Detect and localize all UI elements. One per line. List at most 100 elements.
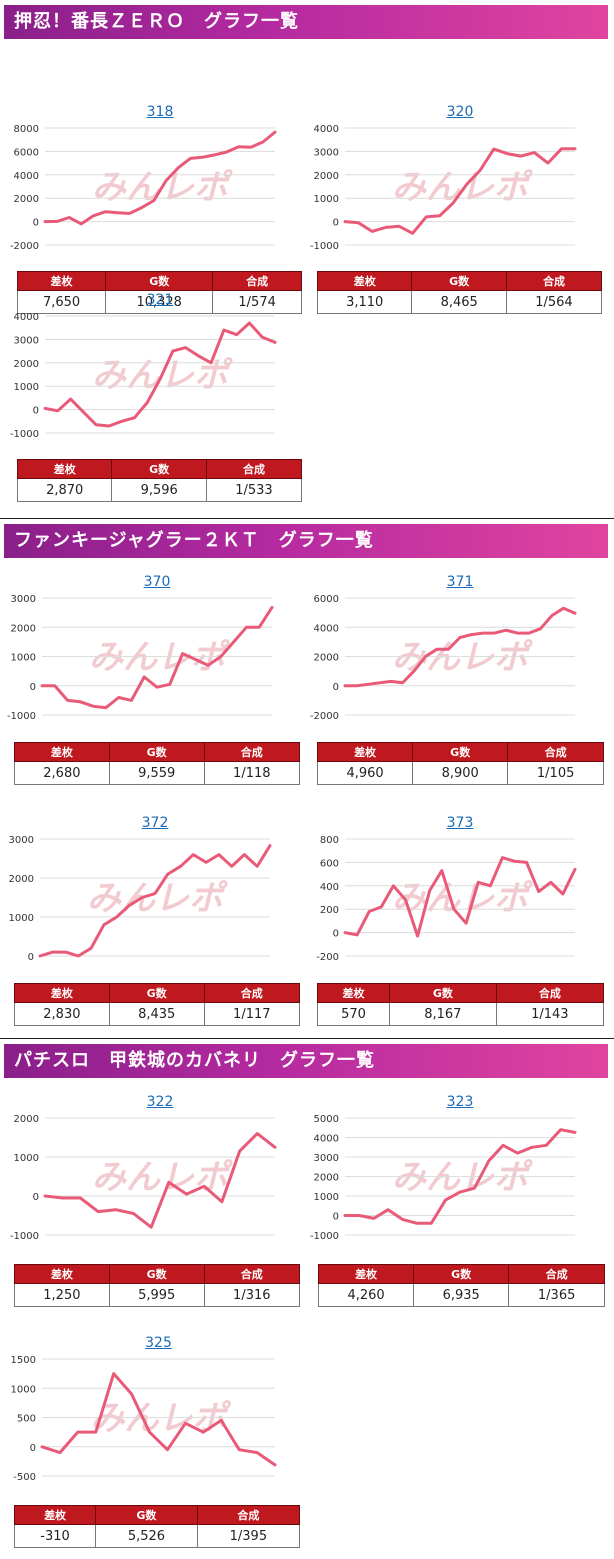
combined-header: 合成 bbox=[508, 1264, 605, 1284]
games-header: G数 bbox=[108, 983, 205, 1003]
graph-number-link[interactable]: 370 bbox=[143, 574, 171, 590]
y-tick-label: 1000 bbox=[9, 913, 34, 924]
graph-number-link[interactable]: 320 bbox=[446, 104, 474, 120]
diff-value: 2,870 bbox=[16, 478, 113, 502]
combined-header: 合成 bbox=[203, 1264, 301, 1284]
games-value: 5,995 bbox=[108, 1283, 205, 1307]
watermark-logo: みんレポ bbox=[87, 879, 228, 919]
y-tick-label: 600 bbox=[320, 858, 339, 869]
y-tick-label: 2000 bbox=[11, 623, 36, 634]
y-tick-label: 6000 bbox=[314, 594, 339, 605]
watermark-logo: みんレポ bbox=[392, 168, 533, 208]
diff-value: -310 bbox=[13, 1524, 97, 1548]
diff-header: 差枚 bbox=[16, 459, 113, 479]
diff-value: 1,250 bbox=[14, 1283, 110, 1307]
stats-table: 差枚 G数 合成 1,250 5,995 1/316 bbox=[14, 1264, 301, 1307]
series-line bbox=[43, 1132, 277, 1229]
graph-card-322: 322 みんレポ 2000 1000 0 -1000 差枚 G数 合成 1,250 5,995 1/3… bbox=[0, 1092, 301, 1312]
combined-header: 合成 bbox=[196, 1505, 301, 1525]
combined-value: 1/316 bbox=[203, 1283, 301, 1307]
y-tick-label: 6000 bbox=[14, 147, 39, 158]
y-tick-label: -1000 bbox=[310, 241, 339, 252]
y-tick-label: -200 bbox=[316, 952, 339, 963]
y-tick-label: 1000 bbox=[14, 1153, 39, 1164]
combined-header: 合成 bbox=[212, 271, 302, 291]
combined-value: 1/365 bbox=[508, 1283, 605, 1307]
graph-number-link[interactable]: 373 bbox=[446, 815, 474, 831]
y-tick-label: 2000 bbox=[314, 171, 339, 182]
y-tick-label: -1000 bbox=[310, 1231, 339, 1242]
combined-value: 1/533 bbox=[205, 478, 303, 502]
section-divider bbox=[0, 518, 614, 519]
y-tick-label: 3000 bbox=[14, 335, 39, 346]
diff-value: 2,680 bbox=[14, 761, 110, 785]
line-chart: みんレポ 1500 1000 500 0 -500 bbox=[11, 1355, 277, 1483]
graph-card-320: 320 みんレポ 4000 3000 2000 1000 0 -1000 差枚 G数 合成 3,110… bbox=[300, 50, 614, 314]
series-line bbox=[343, 147, 577, 235]
graph-card-325: 325 みんレポ 1500 1000 500 0 -500 差枚 G数 合成 -310 5,526 1/… bbox=[0, 1333, 301, 1553]
graph-number-link[interactable]: 372 bbox=[141, 815, 169, 831]
y-tick-label: -1000 bbox=[10, 429, 39, 440]
line-chart: みんレポ 3000 2000 1000 0 bbox=[9, 835, 272, 963]
y-tick-label: 0 bbox=[33, 218, 39, 229]
series-line bbox=[343, 606, 577, 688]
y-tick-label: -1000 bbox=[10, 1231, 39, 1242]
games-header: G数 bbox=[108, 742, 205, 762]
line-chart: みんレポ 800 600 400 200 0 -200 bbox=[316, 835, 577, 963]
section-title-kabaneri: パチスロ 甲鉄城のカバネリ グラフ一覧 bbox=[4, 1044, 608, 1078]
stats-table: 差枚 G数 合成 4,260 6,935 1/365 bbox=[317, 1264, 605, 1307]
y-tick-label: -2000 bbox=[310, 711, 339, 722]
diff-header: 差枚 bbox=[14, 1264, 110, 1284]
graph-card-371: 371 みんレポ 6000 4000 2000 0 -2000 差枚 G数 合成 4,960 8,90… bbox=[300, 570, 614, 790]
graph-number-link[interactable]: 325 bbox=[145, 1335, 172, 1351]
games-header: G数 bbox=[111, 459, 207, 479]
games-value: 8,465 bbox=[411, 290, 507, 314]
y-tick-label: 0 bbox=[30, 682, 36, 693]
section-divider bbox=[0, 1038, 614, 1039]
series-line bbox=[38, 844, 272, 958]
y-tick-label: 2000 bbox=[9, 874, 34, 885]
graph-number-link[interactable]: 371 bbox=[446, 574, 474, 590]
stats-table: 差枚 G数 合成 -310 5,526 1/395 bbox=[13, 1505, 301, 1548]
combined-value: 1/143 bbox=[495, 1002, 605, 1026]
games-header: G数 bbox=[411, 271, 507, 291]
graph-card-372: 372 みんレポ 3000 2000 1000 0 差枚 G数 合成 2,830 8,435 1/11… bbox=[0, 811, 301, 1031]
diff-header: 差枚 bbox=[14, 742, 110, 762]
combined-value: 1/105 bbox=[507, 761, 604, 785]
watermark-logo: みんレポ bbox=[392, 879, 533, 919]
y-tick-label: 3000 bbox=[11, 594, 36, 605]
combined-value: 1/118 bbox=[203, 761, 301, 785]
y-tick-label: 2000 bbox=[14, 1114, 39, 1125]
series-line bbox=[40, 1372, 277, 1467]
combined-header: 合成 bbox=[203, 742, 301, 762]
combined-value: 1/574 bbox=[212, 290, 302, 314]
y-tick-label: -500 bbox=[13, 1472, 36, 1483]
graph-number-link[interactable]: 321 bbox=[146, 292, 174, 308]
games-value: 6,935 bbox=[413, 1283, 510, 1307]
graph-number-link[interactable]: 318 bbox=[146, 104, 174, 120]
y-tick-label: 2000 bbox=[14, 359, 39, 370]
y-tick-label: 0 bbox=[33, 406, 39, 417]
stats-table: 差枚 G数 合成 7,650 10,328 1/574 bbox=[16, 271, 302, 314]
watermark-logo: みんレポ bbox=[91, 1399, 232, 1439]
graph-number-link[interactable]: 323 bbox=[446, 1094, 474, 1110]
watermark-logo: みんレポ bbox=[89, 638, 230, 678]
y-tick-label: 0 bbox=[333, 682, 339, 693]
games-header: G数 bbox=[412, 742, 509, 762]
diff-header: 差枚 bbox=[316, 742, 414, 762]
stats-table: 差枚 G数 合成 3,110 8,465 1/564 bbox=[316, 271, 603, 314]
diff-value: 570 bbox=[316, 1002, 391, 1026]
stats-table: 差枚 G数 合成 2,870 9,596 1/533 bbox=[16, 459, 303, 502]
combined-header: 合成 bbox=[205, 459, 303, 479]
graph-number-link[interactable]: 322 bbox=[146, 1094, 174, 1110]
y-tick-label: 0 bbox=[333, 218, 339, 229]
games-header: G数 bbox=[389, 983, 497, 1003]
section-title-funky-juggler: ファンキージャグラー２ＫＴ グラフ一覧 bbox=[4, 524, 608, 558]
y-tick-label: 200 bbox=[320, 905, 339, 916]
stats-table: 差枚 G数 合成 4,960 8,900 1/105 bbox=[316, 742, 604, 785]
line-chart: みんレポ 4000 3000 2000 1000 0 -1000 bbox=[310, 124, 577, 252]
